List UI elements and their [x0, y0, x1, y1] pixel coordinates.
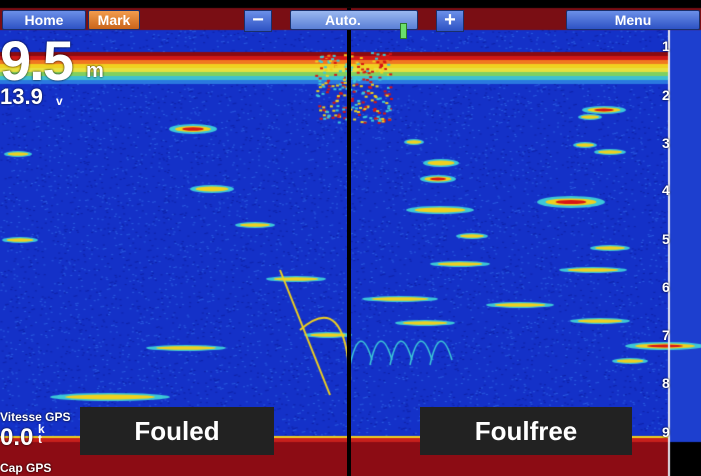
top-toolbar: Home Mark − Auto. + Menu	[0, 0, 701, 39]
zoom-out-button[interactable]: −	[244, 10, 272, 32]
depth-unit: m	[86, 60, 104, 82]
depth-scale-label: 4	[662, 182, 670, 198]
voltage-unit: v	[56, 94, 63, 108]
speed-readout: 0.0	[0, 424, 34, 451]
speed-label: Vitesse GPS	[0, 410, 71, 424]
mark-button[interactable]: Mark	[88, 10, 140, 30]
gain-indicator-icon	[400, 23, 407, 39]
depth-scale-label: 1	[662, 38, 670, 54]
auto-gain-label: Auto.	[325, 12, 361, 28]
menu-button[interactable]: Menu	[566, 10, 700, 30]
auto-gain-button[interactable]: Auto.	[290, 10, 418, 39]
foulfree-label: Foulfree	[420, 407, 632, 455]
home-button[interactable]: Home	[2, 10, 86, 30]
voltage-readout: 13.9	[0, 84, 43, 109]
depth-scale-label: 8	[662, 375, 670, 391]
depth-scale-label: 5	[662, 231, 670, 247]
depth-scale-label: 3	[662, 135, 670, 151]
depth-readout: 9.5	[0, 29, 74, 92]
depth-scale-label: 2	[662, 87, 670, 103]
fouled-label: Fouled	[80, 407, 274, 455]
split-divider	[347, 8, 351, 476]
depth-scale-label: 7	[662, 327, 670, 343]
depth-scale-label: 6	[662, 279, 670, 295]
depth-scale-label: 9	[662, 424, 670, 440]
heading-label: Cap GPS	[0, 461, 52, 475]
zoom-in-button[interactable]: +	[436, 10, 464, 32]
